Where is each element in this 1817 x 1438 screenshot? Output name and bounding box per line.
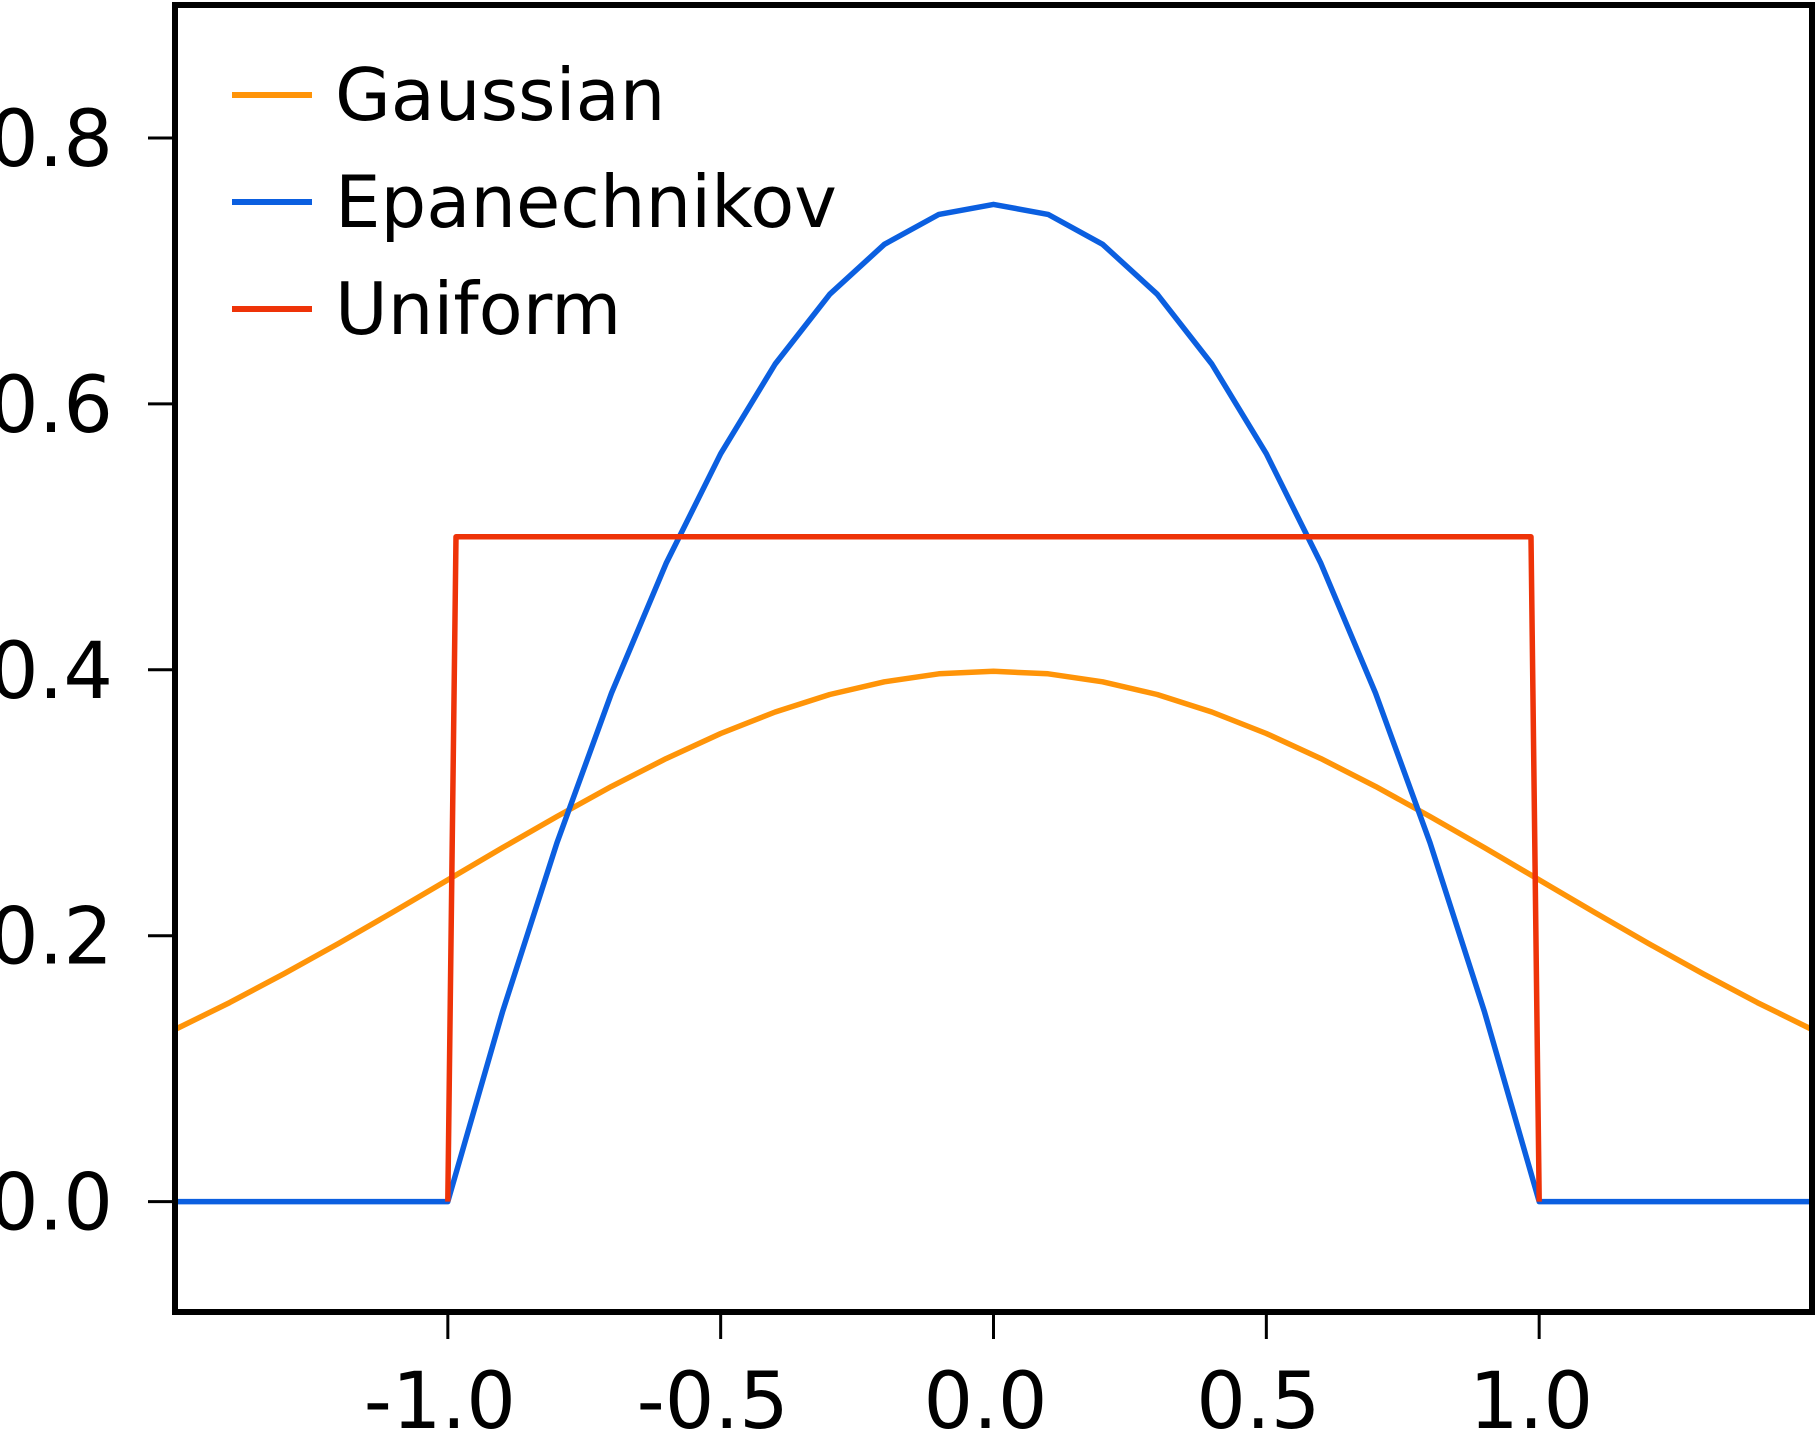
- series-line-epanechnikov: [175, 201, 1812, 1205]
- legend-label-epanechnikov: Epanechnikov: [335, 160, 837, 244]
- legend-label-gaussian: Gaussian: [335, 53, 665, 137]
- y-tick-label: 0.2: [0, 893, 113, 983]
- series-line-uniform: [445, 534, 1542, 1202]
- series-line-gaussian: [175, 668, 1812, 1032]
- y-axis: 0.0 0.2 0.4 0.6 0.8: [0, 95, 175, 1249]
- x-tick-label: 1.0: [1469, 1357, 1593, 1438]
- x-tick-label: 0.0: [923, 1357, 1047, 1438]
- y-tick-label: 0.8: [0, 95, 113, 185]
- legend: Gaussian Epanechnikov Uniform: [232, 53, 837, 351]
- series-layer: [175, 201, 1812, 1205]
- x-tick-label: 0.5: [1196, 1357, 1320, 1438]
- y-tick-label: 0.0: [0, 1159, 113, 1249]
- x-tick-label: -1.0: [364, 1357, 516, 1438]
- x-axis: -1.0 -0.5 0.0 0.5 1.0: [364, 1312, 1593, 1438]
- x-tick-label: -0.5: [637, 1357, 789, 1438]
- y-tick-label: 0.6: [0, 361, 113, 451]
- y-tick-label: 0.4: [0, 627, 113, 717]
- legend-label-uniform: Uniform: [335, 267, 621, 351]
